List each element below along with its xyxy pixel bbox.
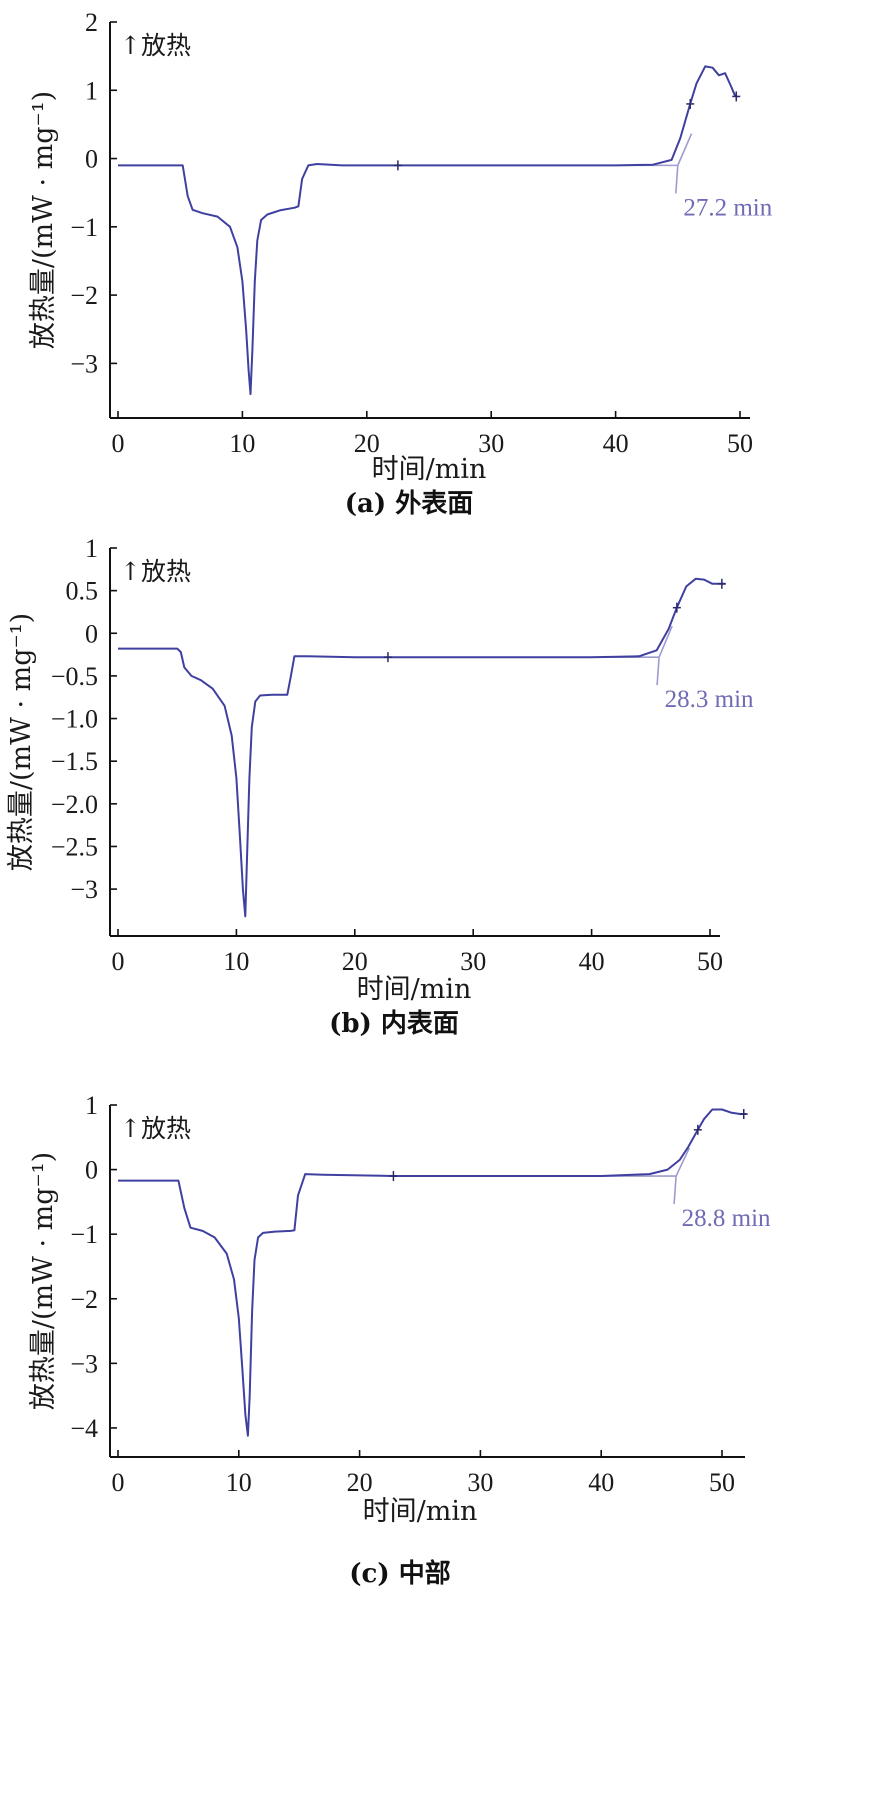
x-tick-label: 50	[709, 1468, 735, 1497]
y-tick-label: −1	[70, 213, 98, 242]
y-tick-label: −0.5	[51, 662, 98, 691]
x-tick-label: 10	[229, 429, 255, 458]
exo-direction-label: ↑放热	[120, 1114, 191, 1143]
annotation-leader	[656, 657, 660, 686]
x-axis-label: 时间/min	[357, 974, 472, 1005]
y-tick-label: 0.5	[66, 577, 99, 606]
y-tick-label: −2.0	[51, 790, 98, 819]
panel-caption: (b) 内表面	[329, 1009, 459, 1039]
annotation-leader	[673, 1175, 677, 1205]
x-tick-label: 50	[697, 947, 723, 976]
y-tick-label: −3	[70, 1349, 98, 1378]
y-tick-label: −1.5	[51, 747, 98, 776]
x-tick-label: 10	[223, 947, 249, 976]
y-tick-label: 0	[85, 1156, 98, 1185]
y-tick-label: −2	[70, 1285, 98, 1314]
y-axis-label: 放热量/(mW · mg⁻¹)	[28, 91, 59, 349]
x-tick-label: 0	[112, 1468, 125, 1497]
onset-annotation: 28.8 min	[682, 1205, 771, 1232]
x-tick-label: 40	[579, 947, 605, 976]
x-tick-label: 50	[727, 429, 753, 458]
x-tick-label: 30	[460, 947, 486, 976]
x-tick-label: 0	[112, 429, 125, 458]
y-tick-label: −1.0	[51, 705, 98, 734]
x-tick-label: 20	[347, 1468, 373, 1497]
dsc-curve-b	[118, 577, 726, 918]
y-tick-label: 0	[85, 619, 98, 648]
y-tick-label: 1	[85, 534, 98, 563]
y-tick-label: −2.5	[51, 832, 98, 861]
y-tick-label: 1	[85, 1091, 98, 1120]
x-tick-label: 20	[354, 429, 380, 458]
onset-tangent	[658, 625, 673, 658]
onset-tangent	[677, 133, 693, 166]
x-tick-label: 30	[478, 429, 504, 458]
onset-annotation: 28.3 min	[665, 686, 754, 713]
x-axis-label: 时间/min	[372, 454, 487, 485]
panel-caption: (a) 外表面	[345, 489, 474, 519]
x-tick-label: 40	[603, 429, 629, 458]
annotation-leader	[675, 165, 679, 194]
x-tick-label: 20	[342, 947, 368, 976]
y-axis-label: 放热量/(mW · mg⁻¹)	[6, 613, 37, 871]
x-tick-label: 0	[112, 947, 125, 976]
y-tick-label: −4	[70, 1414, 98, 1443]
onset-annotation: 27.2 min	[683, 194, 772, 221]
x-tick-label: 10	[226, 1468, 252, 1497]
exo-direction-label: ↑放热	[120, 31, 191, 60]
chart-panel-b: 0 10 20 30 40 50 1 0.5 0 −0.5 −1.0 −1.5 −2.0 −2.5 −3 28…	[6, 534, 754, 1039]
y-tick-label: 0	[85, 145, 98, 174]
exo-direction-label: ↑放热	[120, 557, 191, 586]
x-tick-label: 30	[467, 1468, 493, 1497]
y-tick-label: 2	[85, 8, 98, 37]
x-tick-label: 40	[588, 1468, 614, 1497]
panel-caption: (c) 中部	[349, 1559, 451, 1589]
x-axis-label: 时间/min	[363, 1496, 478, 1527]
y-tick-label: −2	[70, 281, 98, 310]
y-tick-label: −1	[70, 1220, 98, 1249]
y-axis-label: 放热量/(mW · mg⁻¹)	[28, 1152, 59, 1410]
y-tick-label: −3	[70, 349, 98, 378]
dsc-curve-a	[118, 65, 738, 396]
y-tick-label: −3	[70, 875, 98, 904]
onset-tangent	[675, 1147, 691, 1177]
dsc-curve-c	[118, 1108, 747, 1437]
y-tick-label: 1	[85, 76, 98, 105]
